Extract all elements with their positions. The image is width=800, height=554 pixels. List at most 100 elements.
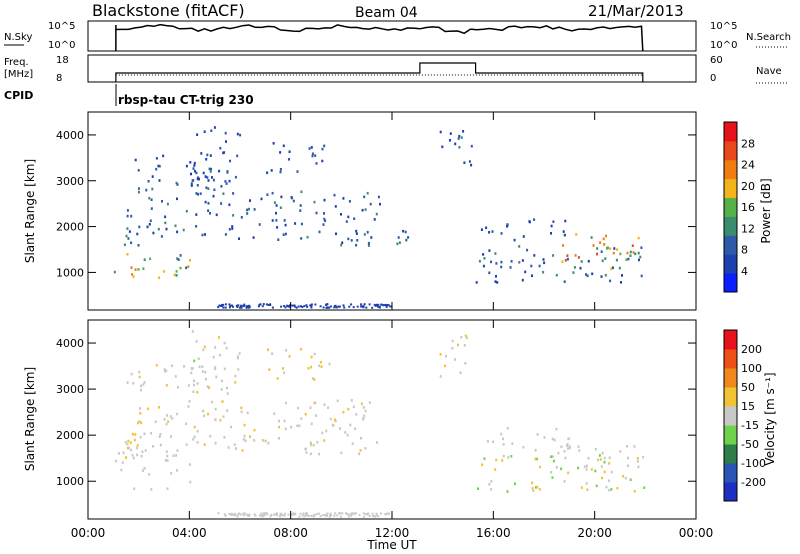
nsearch-tick-bottom: 10^0: [710, 40, 737, 51]
velocity-cell: [139, 435, 142, 439]
velocity-colorbar-tick: -100: [741, 457, 766, 470]
velocity-ground-cell: [234, 514, 237, 517]
power-cell: [488, 271, 491, 275]
velocity-cell: [152, 445, 154, 448]
power-cell: [562, 230, 565, 233]
nsky-frame: [87, 20, 697, 52]
time-tick-label: 12:00: [375, 526, 410, 540]
power-cell: [356, 239, 359, 242]
power-cell: [564, 259, 567, 262]
velocity-cell: [481, 463, 484, 467]
velocity-ground-cell: [262, 514, 265, 517]
power-cell: [495, 262, 498, 265]
power-colorbar-swatch: [724, 197, 737, 217]
power-cell: [308, 147, 311, 150]
power-cell: [225, 182, 228, 185]
power-cell: [629, 254, 632, 257]
velocity-cell: [166, 459, 169, 462]
power-cell: [193, 161, 196, 165]
power-cell: [550, 232, 552, 235]
power-cell: [458, 134, 461, 138]
velocity-cell: [249, 435, 251, 438]
power-cell: [148, 196, 151, 200]
power-cell: [599, 241, 602, 244]
velocity-cell: [502, 443, 505, 446]
velocity-cell: [439, 375, 442, 378]
velocity-ground-cell: [388, 512, 390, 515]
freq-unit: [MHz]: [4, 69, 33, 80]
power-cell: [379, 202, 381, 206]
velocity-cell: [586, 488, 589, 491]
power-ground-cell: [267, 303, 270, 306]
power-ground-cell: [325, 303, 328, 306]
velocity-cell: [220, 388, 223, 391]
power-axes: 1000 2000 3000 4000: [56, 129, 696, 279]
velocity-cell: [193, 379, 195, 383]
velocity-ground-cell: [287, 513, 290, 516]
velocity-cell: [342, 410, 345, 414]
velocity-cell: [240, 410, 243, 414]
velocity-cell: [208, 386, 211, 390]
power-cell: [249, 199, 251, 202]
power-cell: [494, 280, 497, 283]
velocity-cell: [230, 425, 232, 429]
power-cell: [500, 260, 503, 264]
power-cell: [590, 236, 593, 239]
velocity-cell: [190, 367, 193, 370]
velocity-cell: [600, 465, 603, 468]
nsky-panel: N.Sky 10^5 10^0 10^5 10^0 N.Search: [4, 20, 791, 52]
power-cell: [275, 204, 278, 207]
velocity-cell: [360, 402, 363, 406]
velocity-cell: [283, 419, 286, 423]
velocity-cell: [444, 364, 446, 368]
power-cell: [173, 273, 176, 277]
velocity-colorbar-label: Velocity [m s⁻¹]: [763, 372, 777, 465]
velocity-cell: [170, 435, 172, 438]
power-ground-cell: [335, 306, 338, 309]
power-cell: [231, 225, 234, 228]
velocity-cell: [276, 377, 279, 380]
power-cell: [629, 250, 632, 254]
velocity-cell: [133, 487, 136, 490]
power-cell: [195, 192, 198, 195]
velocity-cell: [192, 390, 195, 393]
power-ground-cell: [378, 305, 381, 308]
power-cell: [158, 164, 161, 168]
velocity-cell: [506, 490, 509, 493]
velocity-cell: [203, 414, 206, 418]
velocity-cell: [285, 401, 287, 405]
power-ground-cell: [237, 304, 240, 307]
velocity-ytick-label: 4000: [56, 337, 84, 350]
power-colorbar-frame: [723, 121, 738, 293]
velocity-cell: [514, 482, 516, 486]
velocity-cell: [451, 339, 454, 343]
power-cell: [353, 217, 356, 220]
power-cell: [626, 251, 629, 255]
velocity-ground-cell: [307, 514, 310, 517]
power-cell: [158, 276, 161, 280]
power-ground-cell: [352, 306, 355, 309]
velocity-ground-cell: [264, 512, 267, 515]
power-cell: [573, 266, 576, 269]
velocity-cell: [578, 449, 581, 452]
velocity-cell: [246, 411, 249, 415]
power-cell: [272, 142, 275, 145]
power-cell: [145, 188, 148, 192]
velocity-cell: [510, 455, 513, 458]
velocity-cell: [155, 363, 158, 367]
velocity-cell: [352, 405, 355, 409]
velocity-cell: [193, 425, 196, 429]
power-cell: [130, 266, 133, 269]
velocity-cell: [616, 486, 619, 490]
velocity-cell: [551, 437, 554, 441]
power-ground-cell: [380, 303, 383, 306]
power-ground-cell: [368, 303, 371, 306]
velocity-cell: [191, 330, 194, 333]
velocity-cell: [185, 422, 187, 426]
velocity-ground-cell: [269, 515, 272, 518]
power-cell: [137, 268, 140, 271]
velocity-cell: [138, 370, 141, 374]
velocity-ground-cell: [341, 512, 344, 515]
power-cell: [299, 204, 302, 207]
power-cell: [231, 227, 234, 230]
